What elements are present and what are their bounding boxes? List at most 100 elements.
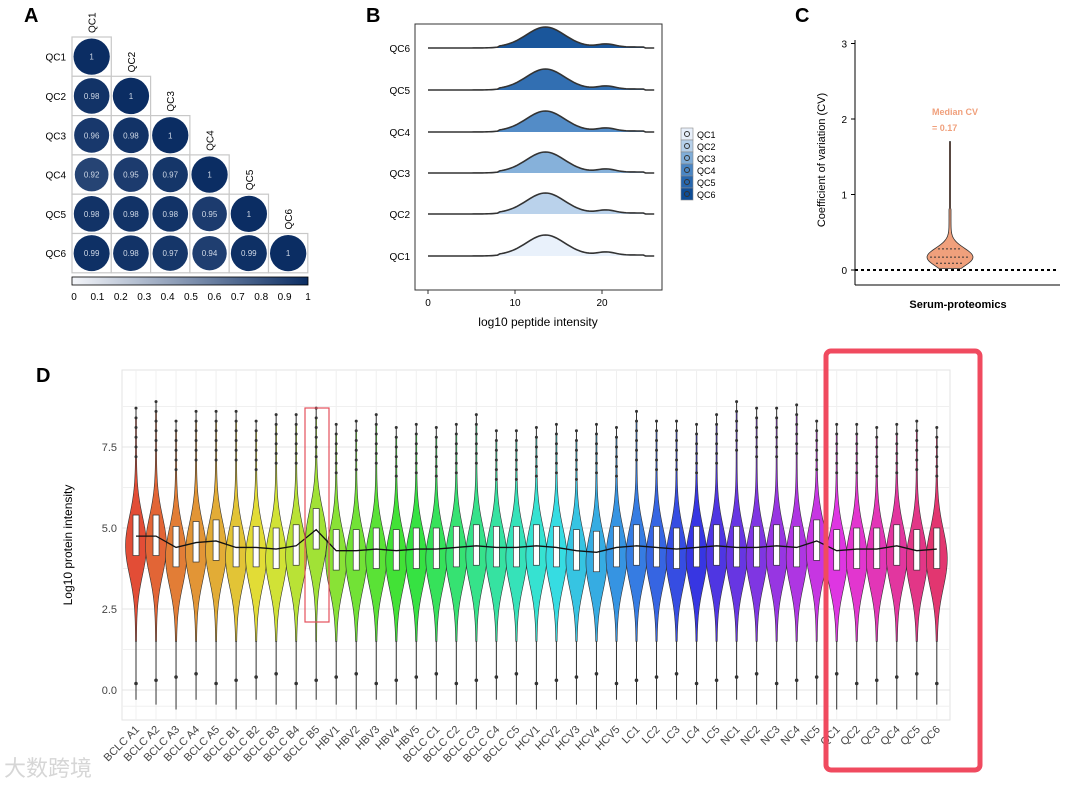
outlier-point: [915, 468, 919, 472]
corr-value: 0.97: [162, 249, 178, 258]
outlier-point: [695, 422, 699, 426]
outlier-point: [414, 461, 418, 465]
outlier-point: [454, 681, 459, 686]
outlier-point: [434, 435, 438, 439]
outlier-point: [695, 471, 699, 475]
outlier-point: [574, 448, 578, 452]
outlier-point: [214, 448, 218, 452]
outlier-point: [494, 468, 498, 472]
outlier-point: [334, 675, 339, 679]
outlier-point: [374, 681, 379, 686]
outlier-point: [614, 445, 618, 449]
outlier-point: [855, 451, 859, 455]
outlier-point: [755, 406, 759, 410]
outlier-point: [815, 448, 819, 452]
ridge-fill: [428, 111, 655, 132]
outlier-point: [715, 422, 719, 426]
outlier-point: [494, 429, 498, 433]
outlier-point: [895, 422, 899, 426]
outlier-point: [274, 442, 278, 446]
x-tick-label: NC5: [799, 724, 823, 748]
boxplot: [212, 519, 220, 561]
outlier-point: [814, 675, 819, 679]
median-annotation: Median CV: [932, 107, 978, 117]
outlier-point: [614, 681, 619, 686]
outlier-point: [915, 458, 919, 462]
outlier-point: [474, 413, 478, 417]
outlier-point: [514, 448, 518, 452]
outlier-point: [935, 455, 939, 459]
outlier-point: [655, 468, 659, 472]
outlier-point: [354, 672, 359, 676]
outlier-point: [734, 675, 739, 679]
outlier-point: [294, 413, 298, 417]
corr-circle: [73, 38, 110, 75]
outlier-point: [694, 681, 699, 686]
outlier-point: [174, 675, 178, 679]
corr-value: 1: [89, 53, 94, 62]
legend-swatch: [680, 163, 694, 177]
outlier-point: [434, 464, 438, 468]
outlier-point: [274, 432, 278, 436]
row-label: QC1: [45, 53, 66, 64]
outlier-point: [154, 439, 158, 443]
outlier-point: [655, 448, 659, 452]
outlier-point: [675, 468, 679, 472]
outlier-point: [795, 422, 799, 426]
corr-circle: [270, 235, 307, 272]
corr-value: 1: [129, 92, 134, 101]
outlier-point: [214, 409, 218, 413]
x-axis-label: log10 peptide intensity: [478, 315, 597, 329]
outlier-point: [735, 448, 739, 452]
outlier-point: [554, 451, 558, 455]
outlier-point: [334, 451, 338, 455]
y-tick-label: 2: [841, 115, 847, 126]
outlier-point: [194, 448, 198, 452]
outlier-point: [494, 448, 498, 452]
ridge-fill: [428, 69, 655, 90]
outlier-point: [514, 477, 518, 481]
outlier-point: [594, 672, 599, 676]
outlier-point: [875, 464, 879, 468]
outlier-point: [755, 455, 759, 459]
corr-circle: [230, 195, 267, 233]
outlier-point: [715, 432, 719, 436]
outlier-point: [855, 442, 859, 446]
legend-label: QC1: [697, 130, 716, 140]
outlier-point: [514, 468, 518, 472]
ridge-label: QC3: [389, 169, 410, 180]
colorbar-tick: 0.5: [184, 292, 198, 303]
outlier-point: [414, 442, 418, 446]
outlier-point: [134, 406, 138, 410]
outlier-point: [374, 413, 378, 417]
y-tick-label: 2.5: [102, 604, 117, 616]
outlier-point: [474, 461, 478, 465]
corr-circle: [152, 117, 189, 154]
outlier-point: [775, 435, 779, 439]
ridge-line: [428, 192, 655, 215]
outlier-point: [855, 471, 859, 475]
outlier-point: [334, 471, 338, 475]
outlier-point: [675, 419, 679, 423]
legend-marker: [684, 155, 690, 161]
outlier-point: [414, 451, 418, 455]
outlier-point: [414, 432, 418, 436]
colorbar-tick: 0.3: [137, 292, 151, 303]
corr-circle: [74, 157, 109, 192]
outlier-point: [194, 439, 198, 443]
corr-circle: [192, 196, 227, 232]
outlier-point: [454, 432, 458, 436]
outlier-point: [835, 461, 839, 465]
outlier-point: [594, 461, 598, 465]
outlier-point: [594, 422, 598, 426]
outlier-point: [554, 422, 558, 426]
panel-label-a: A: [24, 5, 38, 27]
outlier-point: [855, 461, 859, 465]
ridge-fill: [428, 235, 655, 256]
outlier-point: [915, 429, 919, 433]
outlier-point: [654, 675, 659, 679]
corr-circle: [152, 156, 188, 193]
column-label: QC4: [206, 130, 217, 151]
outlier-point: [434, 672, 439, 676]
outlier-point: [134, 445, 138, 449]
